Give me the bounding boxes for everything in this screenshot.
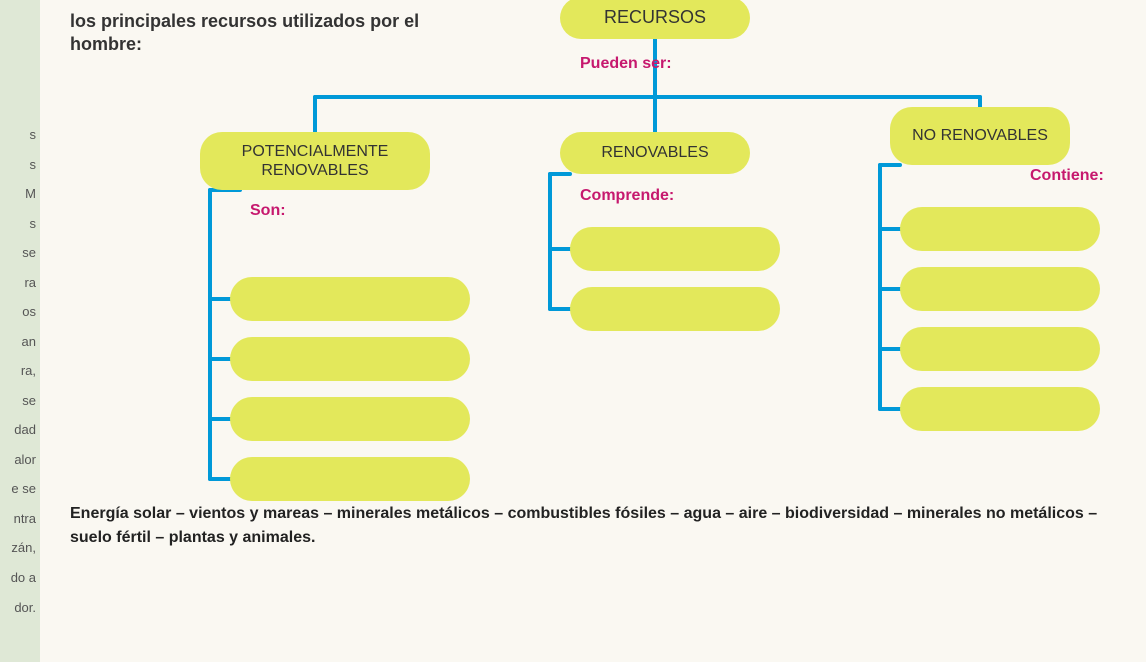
frag: e se [4, 481, 36, 496]
frag: dor. [4, 600, 36, 615]
blank-slot[interactable] [230, 457, 470, 501]
frag: do a [4, 570, 36, 585]
frag: dad [4, 422, 36, 437]
frag: os [4, 304, 36, 319]
node-root: RECURSOS [560, 0, 750, 39]
concept-map: RECURSOS Pueden ser: POTENCIALMENTE RENO… [70, 0, 1116, 517]
frag: se [4, 393, 36, 408]
node-label: POTENCIALMENTE RENOVABLES [218, 142, 412, 180]
node-category-1: POTENCIALMENTE RENOVABLES [200, 132, 430, 190]
frag: alor [4, 452, 36, 467]
blank-slot[interactable] [900, 207, 1100, 251]
page-edge-prev: s s M s se ra os an ra, se dad alor e se… [0, 0, 40, 662]
frag: s [4, 216, 36, 231]
node-label: RENOVABLES [601, 144, 708, 162]
blank-slot[interactable] [900, 387, 1100, 431]
node-label: RECURSOS [604, 7, 706, 28]
frag: an [4, 334, 36, 349]
blank-slot[interactable] [900, 327, 1100, 371]
node-category-3: NO RENOVABLES [890, 107, 1070, 165]
frag: ra [4, 275, 36, 290]
blank-slot[interactable] [230, 337, 470, 381]
connector-label-3: Contiene: [1030, 167, 1104, 185]
connector-label-2: Comprende: [580, 187, 674, 205]
frag: s [4, 157, 36, 172]
worksheet-page: los principales recursos utilizados por … [40, 0, 1146, 662]
connector-label-root: Pueden ser: [580, 55, 672, 73]
blank-slot[interactable] [570, 227, 780, 271]
connector-label-1: Son: [250, 202, 286, 220]
blank-slot[interactable] [230, 277, 470, 321]
frag: ntra [4, 511, 36, 526]
frag: zán, [4, 540, 36, 555]
frag: ra, [4, 363, 36, 378]
frag: se [4, 245, 36, 260]
blank-slot[interactable] [570, 287, 780, 331]
node-category-2: RENOVABLES [560, 132, 750, 174]
node-label: NO RENOVABLES [912, 126, 1048, 145]
blank-slot[interactable] [900, 267, 1100, 311]
frag: M [4, 186, 36, 201]
blank-slot[interactable] [230, 397, 470, 441]
frag: s [4, 127, 36, 142]
